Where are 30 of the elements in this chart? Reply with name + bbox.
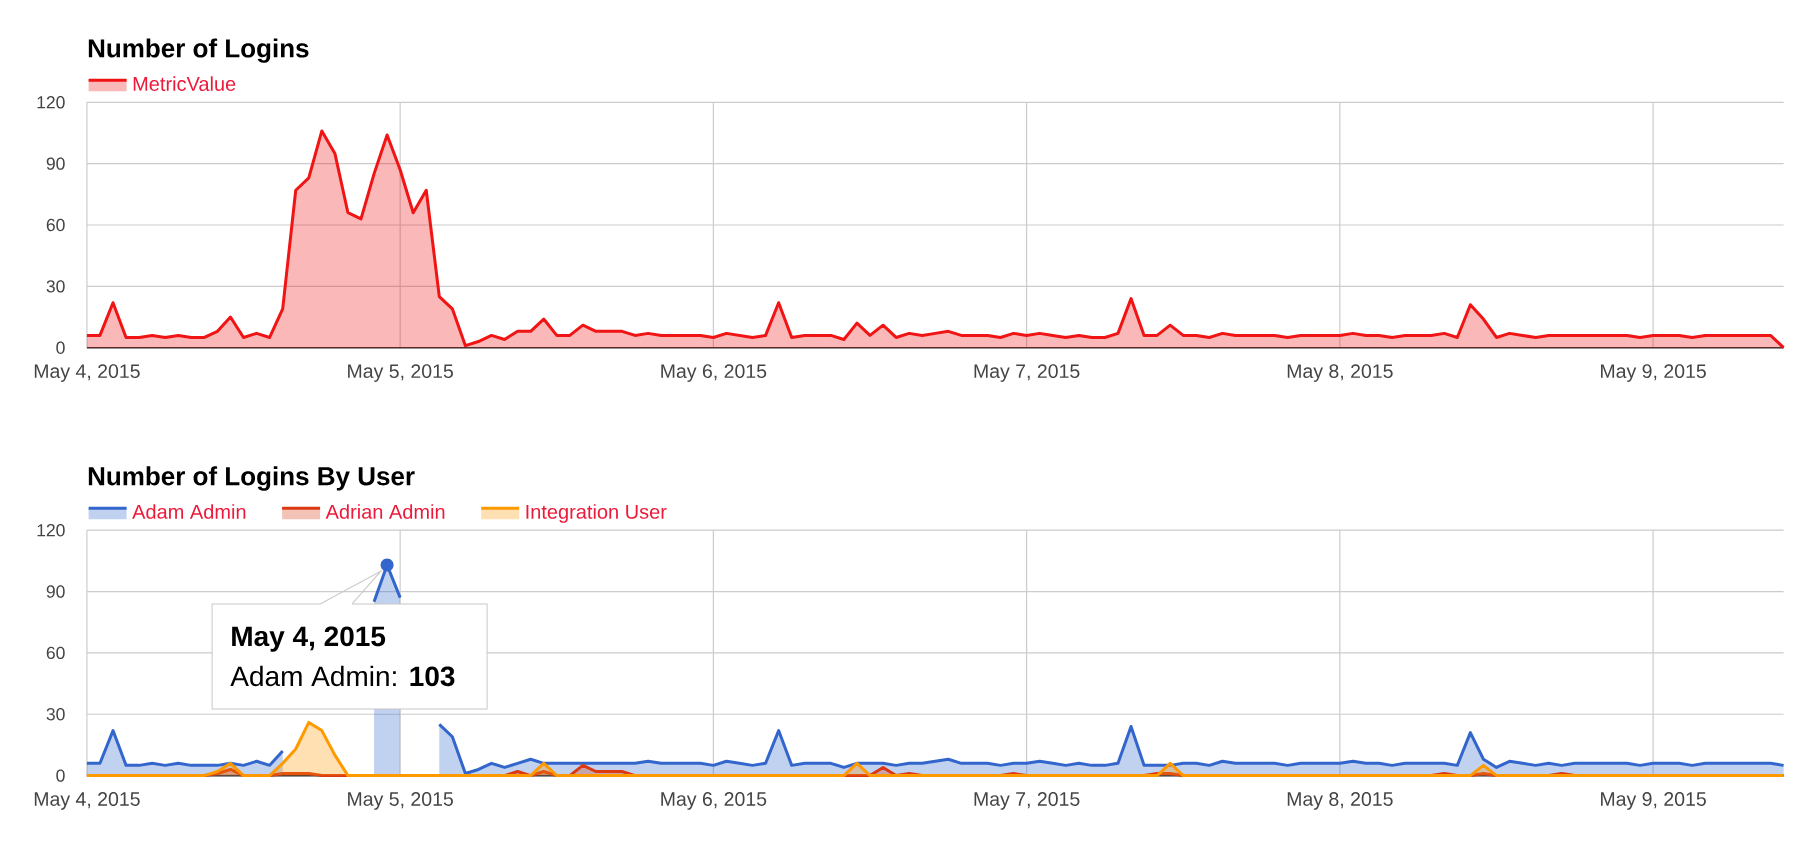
- x-tick-label: May 5, 2015: [348, 792, 453, 810]
- x-tick-label: May 9, 2015: [1601, 792, 1706, 810]
- annotation: Adam Admin: 103: [230, 665, 455, 687]
- x-tick-label: May 8, 2015: [1287, 792, 1393, 810]
- y-tick-label: 120: [37, 96, 65, 109]
- y-tick-label: 60: [46, 218, 65, 232]
- x-tick-label: May 9, 2015: [1601, 364, 1706, 382]
- legend-label: MetricValue: [133, 76, 236, 91]
- legend-label: Adam Admin: [132, 504, 246, 519]
- y-tick-label: 0: [56, 769, 65, 782]
- legend-label: Adrian Admin: [325, 504, 445, 519]
- x-tick-label: May 6, 2015: [661, 364, 767, 382]
- y-tick-label: 60: [46, 646, 65, 660]
- y-tick-label: 30: [46, 280, 65, 293]
- y-tick-label: 120: [37, 523, 65, 537]
- legend-label: Integration User: [526, 504, 667, 523]
- x-tick-label: May 8, 2015: [1287, 364, 1393, 382]
- x-tick-label: May 7, 2015: [974, 792, 1080, 810]
- annotation: May 4, 2015: [232, 626, 386, 652]
- y-tick-label: 90: [46, 157, 65, 170]
- chart-title: Number of Logins By User: [88, 466, 415, 491]
- x-tick-label: May 6, 2015: [661, 792, 767, 810]
- y-tick-label: 0: [56, 341, 65, 354]
- y-tick-label: 30: [46, 708, 65, 721]
- x-tick-label: May 7, 2015: [974, 364, 1080, 382]
- y-tick-label: 90: [46, 585, 65, 598]
- chart-title: Number of Logins: [88, 38, 309, 63]
- x-tick-label: May 5, 2015: [348, 364, 453, 382]
- x-tick-label: May 4, 2015: [34, 792, 140, 810]
- x-tick-label: May 4, 2015: [34, 364, 140, 382]
